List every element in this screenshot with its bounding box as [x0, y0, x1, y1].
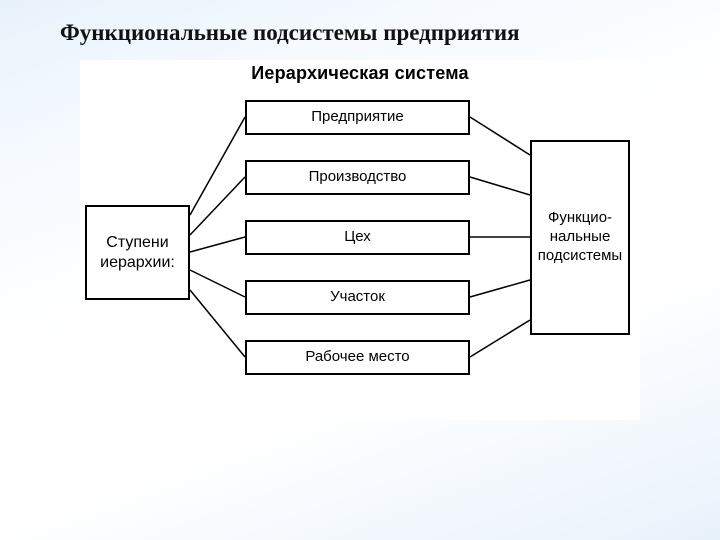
node-n4: Участок	[245, 280, 470, 315]
edge-n5-right	[470, 320, 530, 357]
edge-left-n3	[190, 237, 245, 252]
edge-left-n2	[190, 177, 245, 235]
edge-n4-right	[470, 280, 530, 297]
node-left: Ступени иерархии:	[85, 205, 190, 300]
edge-left-n1	[190, 117, 245, 215]
edge-n2-right	[470, 177, 530, 195]
edge-left-n4	[190, 270, 245, 297]
edge-left-n5	[190, 290, 245, 357]
diagram-canvas: Иерархическая система Ступени иерархии:П…	[80, 60, 640, 420]
node-n3: Цех	[245, 220, 470, 255]
node-right: Функцио- нальные подсистемы	[530, 140, 630, 335]
page-title: Функциональные подсистемы предприятия	[60, 20, 520, 46]
edge-n1-right	[470, 117, 530, 155]
node-n1: Предприятие	[245, 100, 470, 135]
node-n2: Производство	[245, 160, 470, 195]
node-n5: Рабочее место	[245, 340, 470, 375]
